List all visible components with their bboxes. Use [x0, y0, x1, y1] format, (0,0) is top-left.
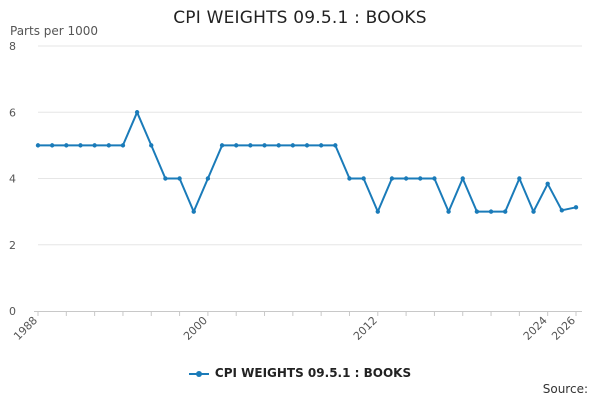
data-point[interactable]	[78, 143, 83, 148]
data-point[interactable]	[149, 143, 154, 148]
y-tick-label: 4	[9, 173, 16, 186]
data-point[interactable]	[134, 110, 140, 115]
x-tick-label: 2024	[521, 314, 550, 343]
data-point[interactable]	[389, 176, 395, 181]
x-tick-label: 1988	[11, 314, 40, 343]
data-point[interactable]	[234, 143, 239, 148]
x-tick-label: 2000	[181, 314, 210, 343]
legend-marker	[195, 370, 202, 377]
data-point[interactable]	[545, 181, 550, 186]
y-tick-label: 8	[9, 40, 16, 53]
axes	[34, 311, 582, 316]
data-point[interactable]	[375, 209, 380, 214]
data-point[interactable]	[403, 176, 409, 181]
legend-label: CPI WEIGHTS 09.5.1 : BOOKS	[214, 366, 412, 380]
data-point[interactable]	[488, 209, 494, 214]
series-line	[38, 111, 577, 213]
data-point[interactable]	[474, 209, 480, 214]
data-point[interactable]	[276, 143, 281, 148]
series	[35, 110, 579, 214]
data-point[interactable]	[361, 176, 366, 181]
data-point[interactable]	[205, 176, 211, 181]
legend[interactable]: CPI WEIGHTS 09.5.1 : BOOKS	[0, 366, 600, 380]
data-point[interactable]	[573, 205, 579, 210]
chart-title: CPI WEIGHTS 09.5.1 : BOOKS	[173, 8, 427, 28]
data-point[interactable]	[333, 143, 338, 148]
data-point[interactable]	[318, 143, 324, 148]
data-point[interactable]	[177, 176, 182, 181]
data-point[interactable]	[219, 143, 225, 148]
gridlines	[38, 45, 582, 246]
data-point[interactable]	[248, 143, 253, 148]
data-point[interactable]	[92, 143, 97, 148]
legend-line-swatch	[188, 370, 209, 377]
source-label: Source:	[542, 382, 588, 396]
y-tick-label: 2	[9, 239, 16, 252]
y-tick-labels: 0 2 4 6 8	[9, 40, 16, 318]
data-point[interactable]	[262, 143, 267, 148]
data-point[interactable]	[64, 143, 69, 148]
data-point[interactable]	[460, 176, 465, 181]
x-tick-label: 2026	[549, 314, 578, 343]
data-point[interactable]	[517, 176, 522, 181]
data-point[interactable]	[191, 209, 196, 214]
data-point[interactable]	[446, 209, 451, 214]
data-point[interactable]	[432, 176, 437, 181]
x-tick-label: 2012	[351, 314, 380, 343]
y-axis-unit-label: Parts per 1000	[10, 24, 99, 38]
x-tick-labels: 1988 2000 2012 2024 2026	[11, 314, 578, 343]
data-point[interactable]	[559, 208, 565, 213]
y-tick-label: 0	[9, 305, 16, 318]
data-point[interactable]	[120, 143, 126, 148]
y-tick-label: 6	[9, 106, 16, 119]
data-point[interactable]	[503, 209, 508, 214]
data-point[interactable]	[531, 209, 536, 214]
data-point[interactable]	[304, 143, 310, 148]
data-point[interactable]	[163, 176, 168, 181]
data-point[interactable]	[347, 176, 352, 181]
data-point[interactable]	[290, 143, 296, 148]
data-point[interactable]	[418, 176, 423, 181]
data-point[interactable]	[106, 143, 111, 148]
data-point[interactable]	[49, 143, 55, 148]
data-point[interactable]	[35, 143, 41, 148]
